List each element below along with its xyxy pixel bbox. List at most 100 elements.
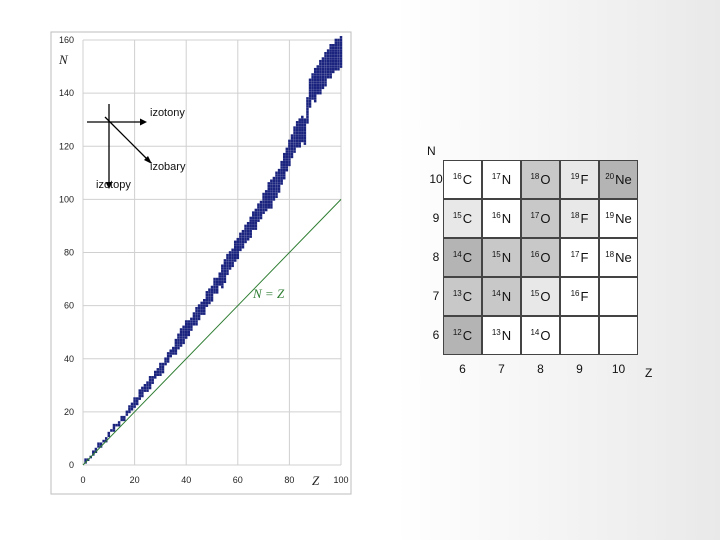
nuclide-point [264,198,268,201]
nuclide-point [313,99,317,103]
x-tick-label: 100 [333,475,348,485]
nuclide-point [130,405,134,408]
nuclide-point [195,306,198,310]
nuclide-point [187,320,191,323]
nuclide-point [313,81,317,84]
nuclide-cell: 18 O [521,160,560,199]
nuclide-point [174,349,178,353]
nuclide-point [228,261,232,265]
chart-frame [50,31,352,495]
element-symbol: C [462,211,473,226]
nuclide-point [277,179,281,183]
nuclide-point [120,418,123,422]
nuclide-point [337,59,340,63]
nuclide-point [218,280,221,284]
nuclide-cell: 16 O [521,238,560,277]
nuclide-point [244,240,247,244]
nuclide-point [275,187,278,191]
nuclide-point [197,314,201,318]
nuclide-point [190,322,193,326]
nuclide-point [123,418,126,422]
nuclide-point [203,312,206,315]
mass-number: 12 [452,328,462,337]
nuclide-point [267,200,271,204]
nuclide-point [236,243,240,246]
nuclide-cell: 14 O [521,316,560,355]
nuclide-point [313,73,317,76]
nuclide-point [200,304,203,307]
nuclide-point [179,330,183,334]
nuclide-point [99,442,103,446]
nuclide-point [254,219,258,222]
y-tick-label: 40 [64,354,74,364]
y-tick-label: 140 [59,88,74,98]
nuclide-point [153,373,157,376]
nuclide-point [270,203,273,206]
nuclide-point [262,198,265,201]
nuclide-point [311,89,314,92]
nuclide-point [321,81,325,84]
nuclide-point [316,86,320,90]
nuclide-point [313,97,317,100]
nuclide-point [337,44,340,47]
nuclide-point [329,59,332,63]
nuclide-point [303,134,307,137]
nuclide-cell: 19 F [560,160,599,199]
nuclide-point [270,200,273,204]
nuclide-point [308,102,312,106]
nuclide-cell: 16 C [443,160,482,199]
nuclide-point [254,208,258,212]
nuclide-point [159,365,162,369]
nuclide-point [97,442,100,446]
nuclide-point [329,54,332,58]
nuclide-point [236,240,240,244]
nuclide-point [293,144,296,148]
nuclide-point [262,208,265,212]
nuclide-point [254,221,258,225]
nuclide-point [334,67,338,71]
nuclide-point [324,65,327,68]
nuclide-cell: 17 O [521,199,560,238]
nuclide-point [329,44,332,47]
nuclide-point [179,333,183,337]
nuclide-point [133,397,136,400]
nuclide-point [275,174,278,177]
nuclide-point [332,49,335,52]
isotope-arrowhead [105,182,113,189]
nuclide-point [125,410,129,414]
mass-number: 15 [491,250,501,259]
nuclide-point [153,370,157,374]
nuclide-point [169,354,172,358]
nuclide-point [280,160,283,164]
nuclide-point [215,283,219,286]
nuclide-point [334,46,338,50]
nuclide-point [164,357,167,361]
nuclide-point [275,195,278,199]
nuclide-cell: 17 N [482,160,521,199]
nuclide-point [233,259,237,262]
nuclide-point [285,160,289,164]
nuclide-point [334,59,338,63]
nuclide-point [308,81,312,84]
nuclide-point [298,121,301,124]
nuclide-point [337,46,340,50]
grid-col-label: 9 [576,362,583,376]
nuclide-point [203,306,206,310]
nuclide-point [282,166,286,169]
nuclide-point [182,341,185,345]
nuclide-point [262,211,265,214]
grid-col-label: 8 [537,362,544,376]
nuclide-point [215,288,219,291]
nuclide-point [288,147,291,151]
nuclide-point [205,296,209,299]
nuclide-point [337,54,340,58]
nuclide-point [143,384,147,387]
nuclide-point [208,301,211,305]
element-symbol: O [540,289,551,304]
nuclide-point [249,224,252,228]
mass-number: 15 [530,289,540,298]
element-symbol: N [501,250,512,265]
axis-ticks: 0 20 40 60 80 100 0 20 40 60 80 100 120 140 160 [59,35,349,485]
nuclide-point [143,386,147,390]
nuclide-point [295,123,299,127]
